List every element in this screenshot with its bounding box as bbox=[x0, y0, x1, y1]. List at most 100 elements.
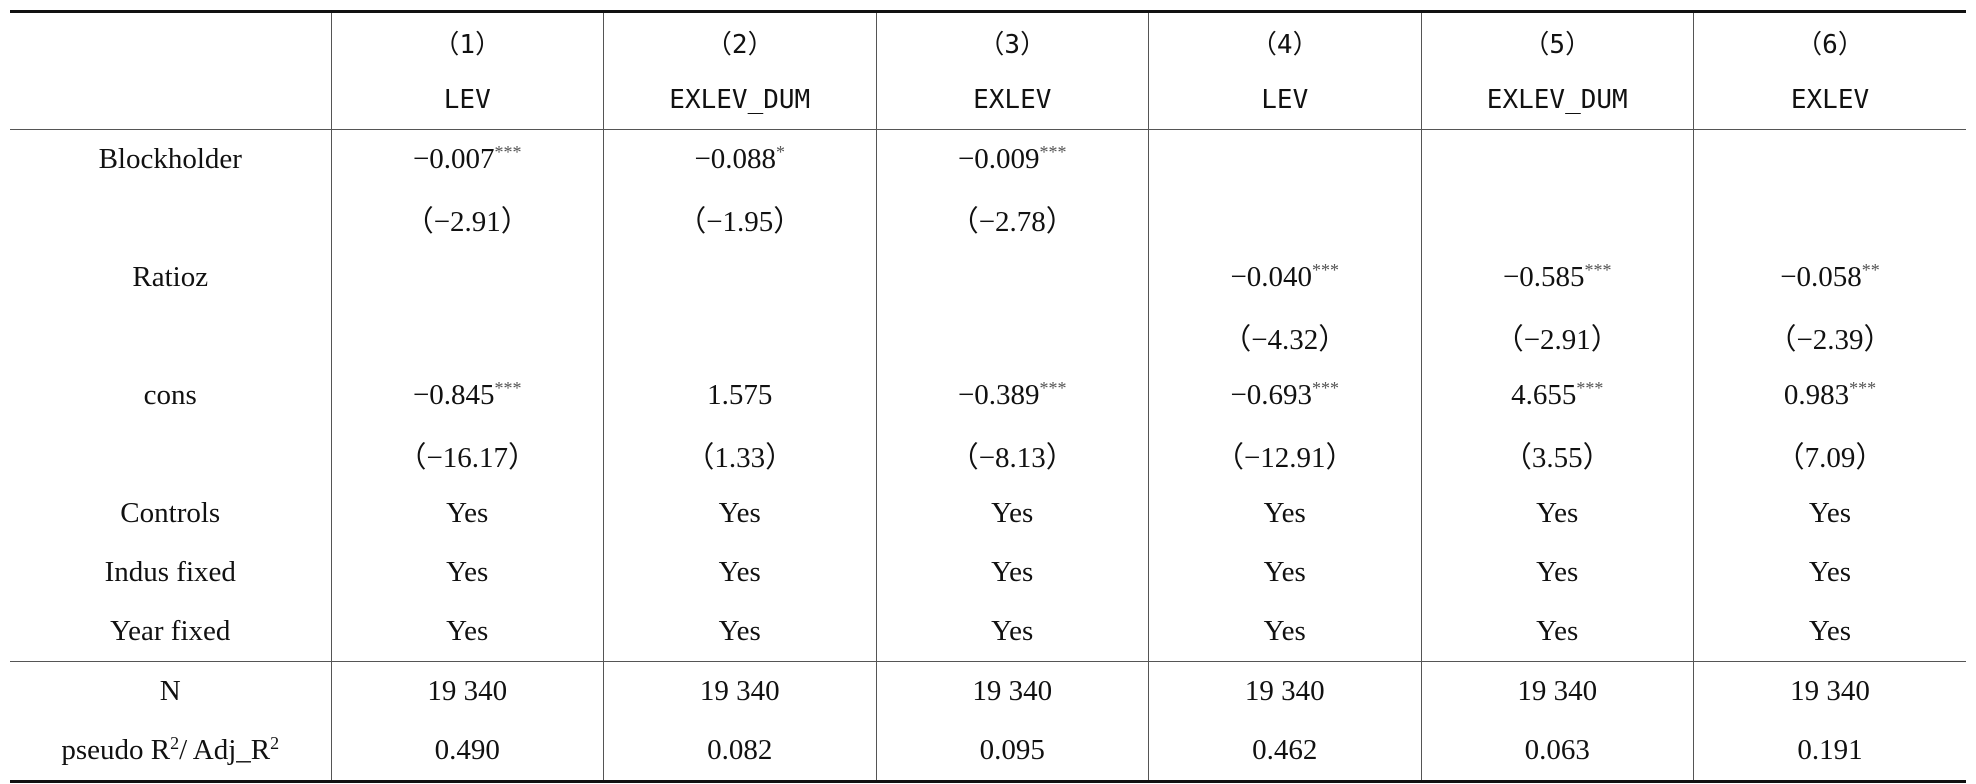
value-cell: −0.007*** bbox=[330, 129, 604, 189]
value-cell: 4.655*** bbox=[1420, 366, 1694, 425]
value-cell bbox=[1693, 129, 1966, 189]
value-text: −0.693 bbox=[1230, 379, 1313, 411]
table-row: Year fixed Yes Yes Yes Yes Yes Yes bbox=[10, 602, 1966, 662]
significance-stars: *** bbox=[1039, 378, 1067, 398]
value-text: Yes bbox=[446, 556, 489, 588]
value-text: （−1.95） bbox=[677, 205, 803, 238]
header-row: LEV EXLEV_DUM EXLEV LEV EXLEV_DUM EXLEV bbox=[10, 71, 1966, 130]
header-cell: （2） bbox=[603, 10, 876, 71]
value-cell: −0.845*** bbox=[330, 366, 604, 425]
value-text: 1.575 bbox=[707, 379, 773, 411]
value-text: （−2.91） bbox=[404, 205, 530, 238]
table-body: （1） （2） （3） （4） （5） （6） LEV EXLEV_DUM EXLEV LEV EX… bbox=[10, 10, 1966, 783]
significance-stars: *** bbox=[1312, 378, 1340, 398]
value-text: （−2.78） bbox=[949, 205, 1075, 238]
significance-stars: ** bbox=[1861, 260, 1880, 280]
value-cell: −0.040*** bbox=[1148, 248, 1421, 307]
value-cell: （−1.95） bbox=[603, 189, 876, 248]
value-text: −0.088 bbox=[694, 143, 777, 175]
value-cell: Yes bbox=[875, 484, 1149, 543]
row-label bbox=[10, 307, 331, 366]
value-cell bbox=[1693, 189, 1966, 248]
value-cell: Yes bbox=[1148, 543, 1421, 602]
label-text: pseudo R bbox=[61, 734, 171, 766]
table-row: （−16.17） （1.33） （−8.13） （−12.91） （3.55） （7.09… bbox=[10, 425, 1966, 484]
significance-stars: *** bbox=[1039, 142, 1067, 162]
value-text: −0.389 bbox=[957, 379, 1040, 411]
regression-table: （1） （2） （3） （4） （5） （6） LEV EXLEV_DUM EXLEV LEV EX… bbox=[10, 10, 1966, 783]
value-text: Yes bbox=[1808, 497, 1852, 529]
header-cell: （1） bbox=[330, 10, 604, 71]
row-label: Indus fixed bbox=[104, 556, 236, 588]
row-label: N bbox=[10, 661, 331, 721]
value-cell: −0.009*** bbox=[875, 129, 1149, 189]
value-cell: （−4.32） bbox=[1148, 307, 1421, 366]
value-cell bbox=[875, 307, 1149, 366]
value-cell bbox=[1148, 189, 1421, 248]
table-row: pseudo R2/ Adj_R2 0.490 0.082 0.095 0.462 0.0… bbox=[10, 721, 1966, 783]
value-cell: 0.063 bbox=[1420, 721, 1694, 783]
table-row: Ratioz −0.040*** −0.585*** −0.058** bbox=[10, 248, 1966, 307]
value-cell bbox=[603, 307, 876, 366]
value-cell: 0.983*** bbox=[1693, 366, 1966, 425]
value-cell: 0.082 bbox=[603, 721, 876, 783]
value-text: 0.983 bbox=[1783, 379, 1850, 411]
table-row: Controls Yes Yes Yes Yes Yes Yes bbox=[10, 484, 1966, 543]
label-sup: 2 bbox=[170, 733, 180, 753]
value-cell: Yes bbox=[1420, 602, 1694, 662]
corner-cell bbox=[10, 71, 331, 130]
header-cell: （3） bbox=[875, 10, 1149, 71]
value-text: 0.082 bbox=[707, 734, 773, 766]
value-cell bbox=[330, 307, 604, 366]
significance-stars: *** bbox=[494, 378, 522, 398]
value-cell: （−12.91） bbox=[1148, 425, 1421, 484]
value-cell: 1.575 bbox=[603, 366, 876, 425]
value-text: Yes bbox=[1263, 615, 1306, 647]
value-text: （3.55） bbox=[1502, 441, 1612, 474]
table-row: N 19 340 19 340 19 340 19 340 19 340 19 340 bbox=[10, 661, 1966, 721]
value-text: −0.040 bbox=[1230, 261, 1313, 293]
value-cell: Yes bbox=[603, 602, 876, 662]
value-text: Yes bbox=[446, 615, 489, 647]
value-text: （−2.39） bbox=[1767, 323, 1893, 356]
table-row: Indus fixed Yes Yes Yes Yes Yes Yes bbox=[10, 543, 1966, 602]
value-text: （1.33） bbox=[685, 441, 795, 474]
value-cell: Yes bbox=[1148, 602, 1421, 662]
row-label: pseudo R2/ Adj_R2 bbox=[10, 721, 331, 783]
value-cell: 19 340 bbox=[1420, 661, 1694, 721]
value-cell: Yes bbox=[875, 602, 1149, 662]
value-cell: （−8.13） bbox=[875, 425, 1149, 484]
header-cell: （5） bbox=[1420, 10, 1694, 71]
value-text: 19 340 bbox=[1790, 675, 1870, 707]
value-text: Yes bbox=[991, 497, 1034, 529]
value-text: （−12.91） bbox=[1214, 441, 1355, 474]
value-text: （−16.17） bbox=[397, 441, 538, 474]
header-cell: （4） bbox=[1148, 10, 1421, 71]
value-text: Yes bbox=[446, 497, 489, 529]
significance-stars: *** bbox=[1584, 260, 1612, 280]
value-text: （−8.13） bbox=[949, 441, 1075, 474]
value-cell: （−2.78） bbox=[875, 189, 1149, 248]
value-text: Yes bbox=[1536, 615, 1579, 647]
header-cell: EXLEV_DUM bbox=[1420, 71, 1694, 130]
row-label bbox=[10, 189, 331, 248]
header-cell: LEV bbox=[1148, 71, 1421, 130]
value-cell bbox=[1420, 189, 1694, 248]
value-cell: （1.33） bbox=[603, 425, 876, 484]
value-text: 0.191 bbox=[1797, 734, 1863, 766]
value-text: −0.007 bbox=[412, 143, 495, 175]
header-cell: LEV bbox=[330, 71, 604, 130]
value-text: −0.009 bbox=[957, 143, 1040, 175]
significance-stars: *** bbox=[1576, 378, 1604, 398]
value-cell: 0.095 bbox=[875, 721, 1149, 783]
value-cell: （−16.17） bbox=[330, 425, 604, 484]
value-text: Yes bbox=[718, 615, 761, 647]
value-cell: −0.389*** bbox=[875, 366, 1149, 425]
value-text: Yes bbox=[991, 556, 1034, 588]
table-row: cons −0.845*** 1.575 −0.389*** −0.693*** 4.65… bbox=[10, 366, 1966, 425]
table-row: （−4.32） （−2.91） （−2.39） bbox=[10, 307, 1966, 366]
value-text: Yes bbox=[1536, 556, 1579, 588]
corner-cell bbox=[10, 10, 331, 71]
value-cell: Yes bbox=[330, 543, 604, 602]
